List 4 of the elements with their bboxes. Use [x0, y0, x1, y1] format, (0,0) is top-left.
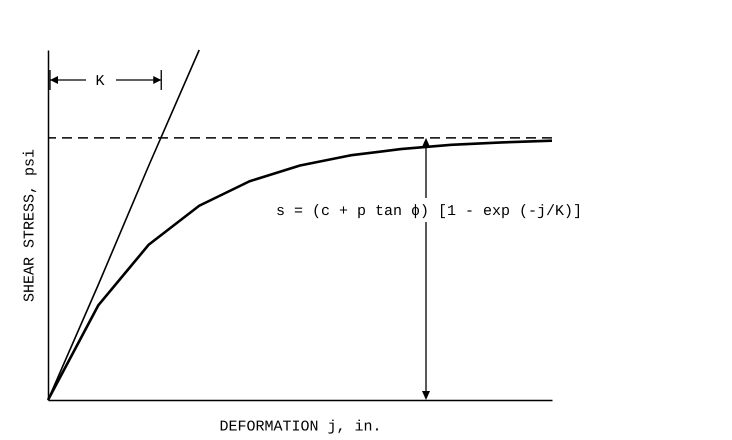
y-axis-title: SHEAR STRESS, psi [22, 148, 38, 302]
annotation: K [95, 73, 105, 90]
x-axis-title: DEFORMATION j, in. [219, 418, 382, 436]
annotation: s = (c + p tan ϕ) [1 - exp (-j/K)] [276, 203, 582, 220]
